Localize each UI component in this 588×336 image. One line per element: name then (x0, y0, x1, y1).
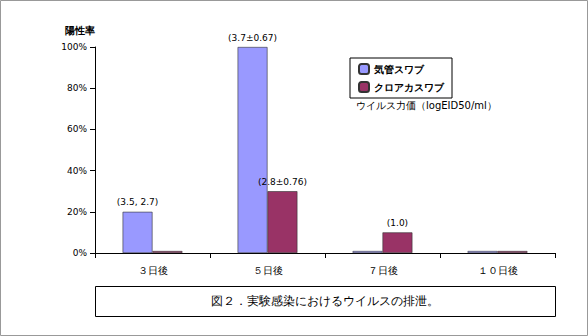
svg-text:0%: 0% (73, 248, 88, 258)
svg-text:クロアカスワブ: クロアカスワブ (374, 82, 445, 93)
svg-text:100%: 100% (61, 42, 87, 52)
svg-text:３日後: ３日後 (138, 265, 168, 276)
svg-text:(1.0): (1.0) (387, 218, 408, 228)
svg-text:７日後: ７日後 (368, 265, 398, 276)
svg-text:20%: 20% (67, 207, 87, 217)
svg-text:気管スワブ: 気管スワブ (373, 64, 425, 75)
svg-text:ウイルス力価（logEID50/ml）: ウイルス力価（logEID50/ml） (356, 100, 497, 111)
svg-text:５日後: ５日後 (253, 265, 283, 276)
svg-text:80%: 80% (67, 83, 87, 93)
svg-text:40%: 40% (67, 166, 87, 176)
svg-text:(2.8±0.76): (2.8±0.76) (258, 177, 307, 187)
svg-text:１０日後: １０日後 (478, 265, 518, 276)
svg-text:60%: 60% (67, 124, 87, 134)
svg-text:(3.5, 2.7): (3.5, 2.7) (117, 197, 158, 207)
svg-text:陽性率: 陽性率 (65, 25, 95, 36)
svg-text:図２．実験感染におけるウイルスの排泄。: 図２．実験感染におけるウイルスの排泄。 (211, 294, 439, 308)
svg-text:(3.7±0.67): (3.7±0.67) (228, 33, 277, 43)
